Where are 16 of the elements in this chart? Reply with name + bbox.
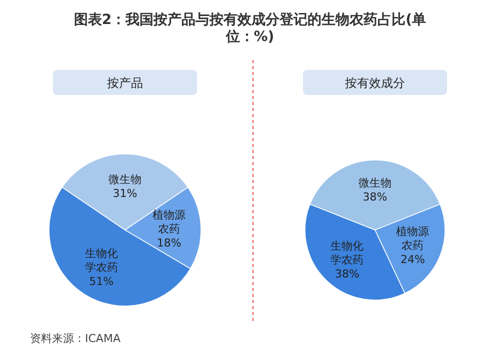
slice-label: 微生物: [358, 176, 392, 190]
data-label: 51%: [89, 275, 114, 288]
data-label: 38%: [362, 190, 388, 204]
data-label: 31%: [112, 186, 138, 200]
slice-label: 生物化学农药: [84, 247, 118, 274]
slice-label: 生物化学农药: [330, 240, 364, 267]
text: 图表2：我国按产品与按有效成分登记的生物农药占比(单位：%): [74, 11, 426, 45]
data-label: 38%: [334, 268, 360, 281]
text: 资料来源：ICAMA: [30, 332, 121, 345]
chart-subtitle: 按有效成分: [345, 76, 405, 90]
slice-label: 微生物: [108, 172, 142, 186]
data-label: 24%: [400, 252, 425, 266]
data-label: 18%: [156, 236, 182, 250]
slice-label: 植物源农药: [152, 208, 186, 236]
chart-subtitle: 按产品: [107, 76, 143, 90]
slice-label: 植物源农药: [396, 224, 430, 252]
